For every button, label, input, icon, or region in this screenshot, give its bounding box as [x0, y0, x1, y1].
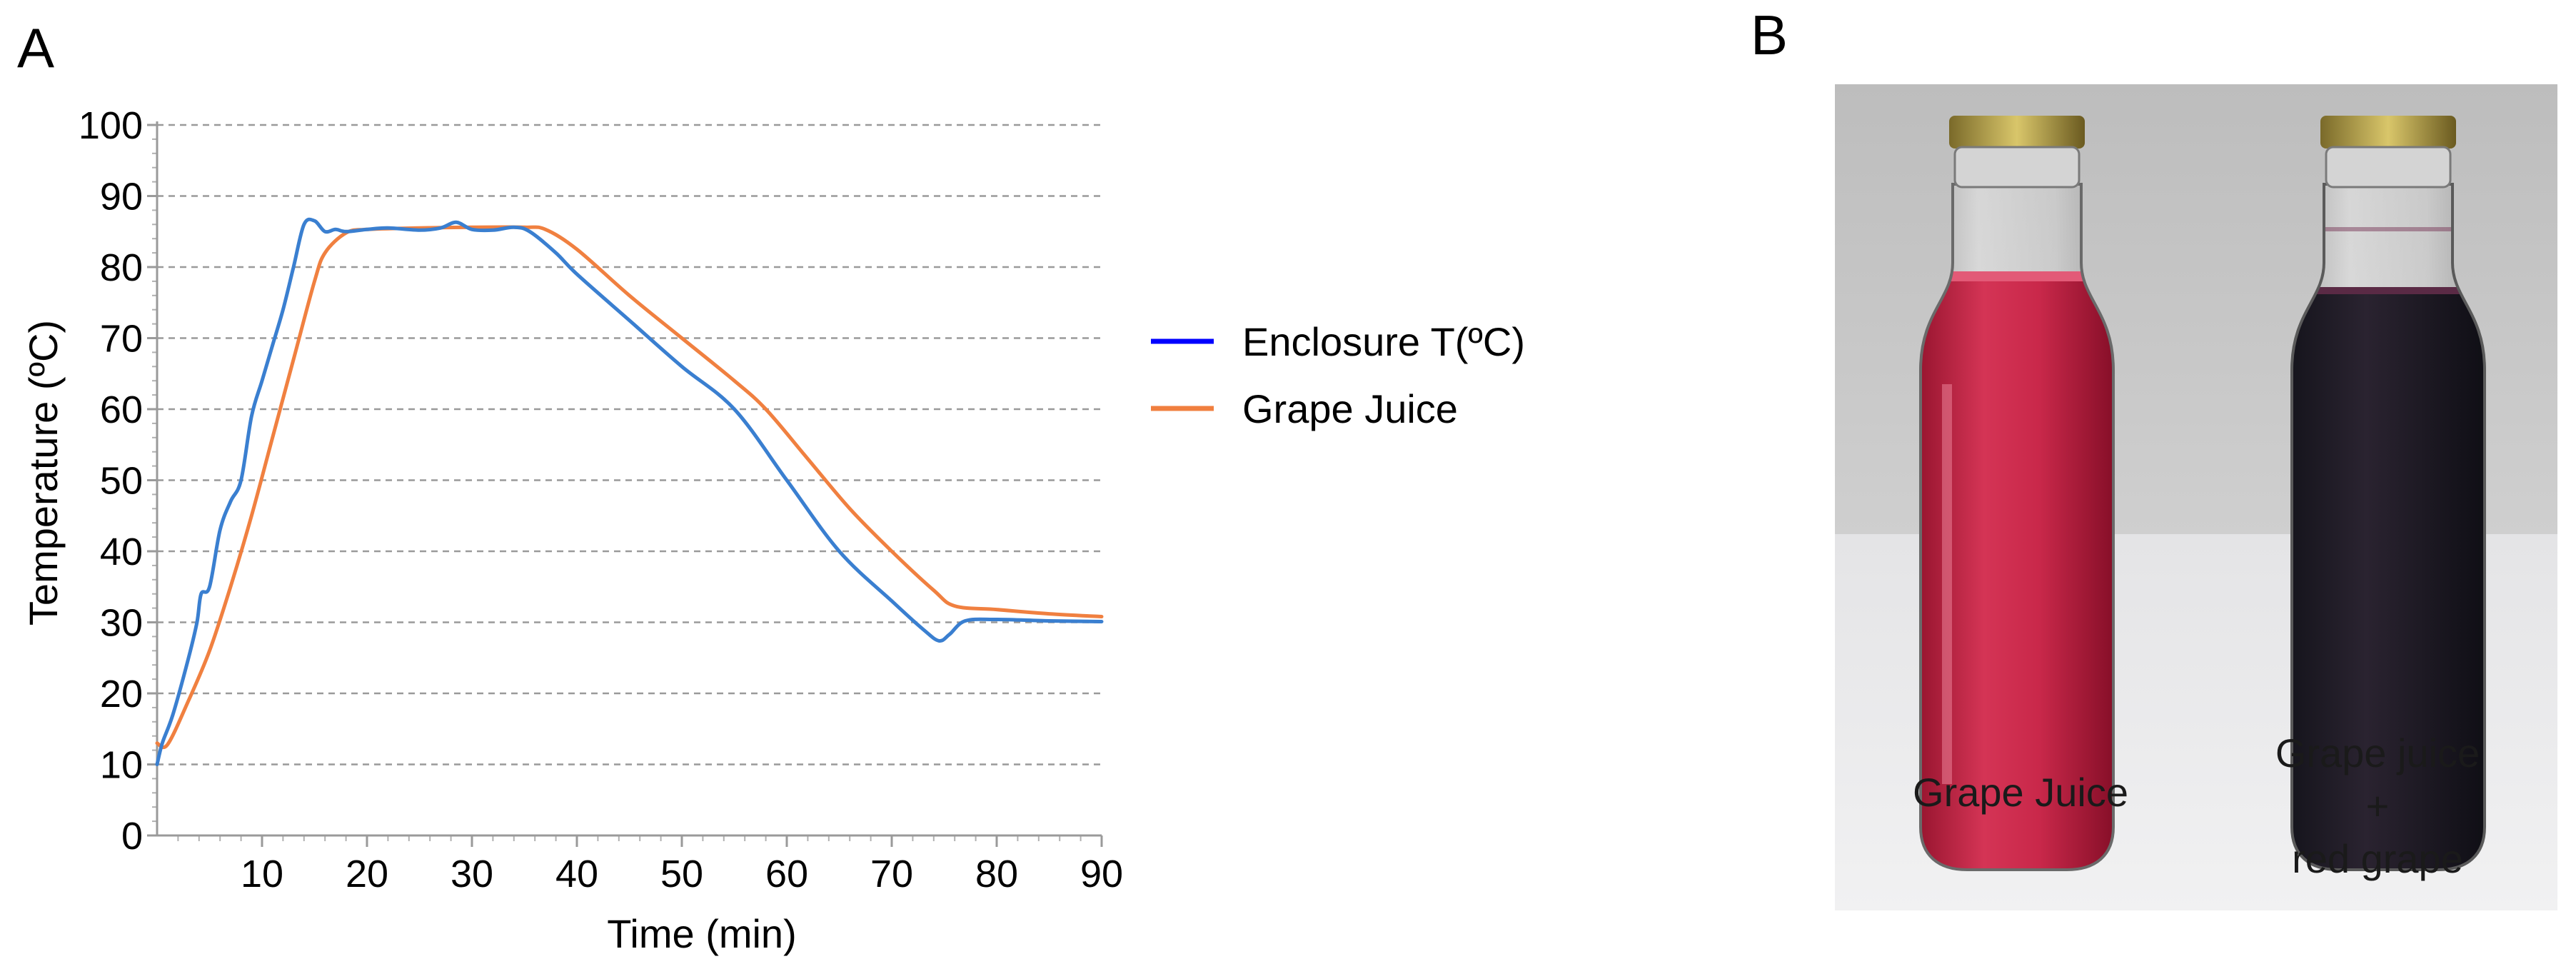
legend-label: Grape Juice [1242, 386, 1458, 431]
x-tick-label: 30 [451, 853, 493, 895]
grape-juice-bottles-photo: Grape Juice Grape juice + red grape [1835, 84, 2557, 910]
y-axis-label: Temperature (ºC) [21, 320, 66, 626]
caption-line-2: + [2365, 783, 2390, 828]
bottle-grape-juice-red-grape [2290, 116, 2486, 871]
legend-label: Enclosure T(ºC) [1242, 319, 1525, 364]
temperature-chart: 0 10 20 30 40 50 60 70 80 90 100 10 20 30 40 50 60 70 80 90… [21, 104, 1525, 956]
chart-legend: Enclosure T(ºC) Grape Juice [1151, 319, 1525, 431]
caption-line-1: Grape juice [2275, 731, 2480, 775]
chart-axes: 0 10 20 30 40 50 60 70 80 90 100 10 20 30 40 50 60 70 80 90 [79, 104, 1123, 895]
panel-a-label: A [17, 16, 55, 79]
x-tick-label: 70 [870, 853, 913, 895]
series-line-enclosure [155, 217, 1104, 766]
x-tick-label: 90 [1080, 853, 1123, 895]
y-tick-label: 90 [100, 176, 143, 219]
panel-b-label: B [1751, 4, 1788, 66]
y-tick-label: 60 [100, 388, 143, 431]
series-line-grape-juice [155, 225, 1104, 750]
y-tick-label: 100 [79, 104, 143, 147]
y-tick-label: 70 [100, 318, 143, 361]
caption-grape-juice: Grape Juice [1913, 770, 2128, 815]
x-tick-label: 60 [765, 853, 808, 895]
x-tick-label: 10 [241, 853, 283, 895]
chart-series [155, 217, 1104, 766]
y-tick-label: 50 [100, 460, 143, 503]
y-tick-label: 10 [100, 744, 143, 787]
caption-grape-juice-red-grape: Grape juice + red grape [2213, 727, 2542, 885]
x-tick-label: 40 [555, 853, 598, 895]
x-tick-label: 20 [346, 853, 388, 895]
y-tick-label: 20 [100, 673, 143, 716]
x-axis-label: Time (min) [607, 911, 796, 956]
caption-line-3: red grape [2292, 836, 2463, 881]
y-tick-label: 80 [100, 246, 143, 289]
y-tick-label: 0 [121, 815, 143, 858]
y-tick-label: 40 [100, 531, 143, 573]
y-tick-label: 30 [100, 602, 143, 645]
bottle-grape-juice [1919, 116, 2115, 871]
x-tick-label: 80 [975, 853, 1018, 895]
x-tick-label: 50 [660, 853, 703, 895]
chart-gridlines [157, 124, 1102, 765]
